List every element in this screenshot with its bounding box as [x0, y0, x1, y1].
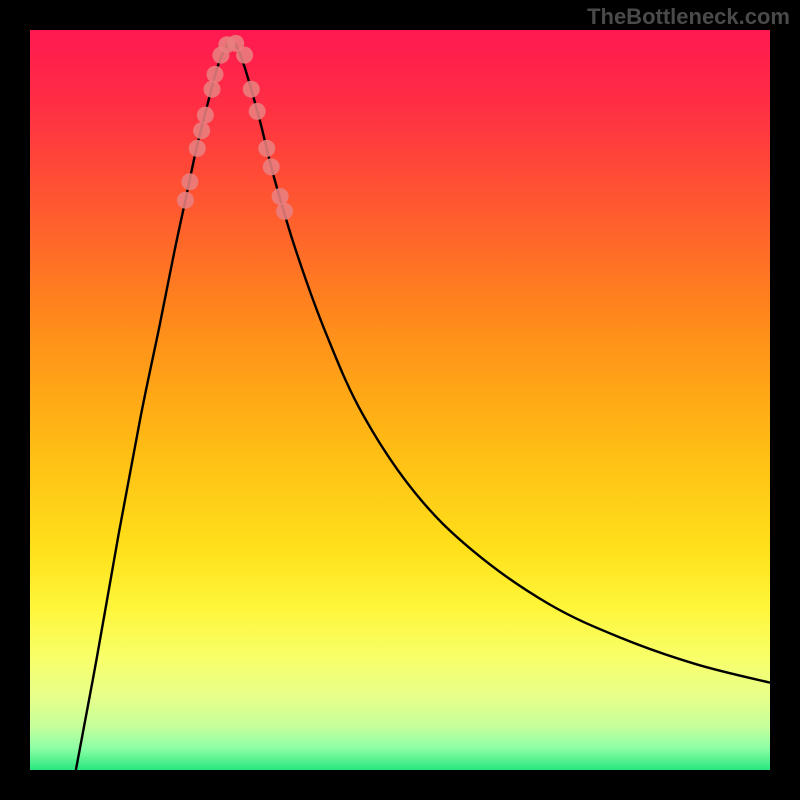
data-marker: [258, 140, 275, 157]
data-marker: [236, 47, 253, 64]
data-marker: [177, 192, 194, 209]
watermark-text: TheBottleneck.com: [587, 4, 790, 30]
marker-group: [177, 35, 293, 220]
curve-right-branch: [236, 43, 770, 682]
data-marker: [207, 66, 224, 83]
chart-container: TheBottleneck.com: [0, 0, 800, 800]
chart-svg: [30, 30, 770, 770]
curve-left-branch: [76, 43, 228, 770]
data-marker: [204, 81, 221, 98]
plot-area: [30, 30, 770, 770]
data-marker: [181, 173, 198, 190]
data-marker: [249, 103, 266, 120]
data-marker: [276, 203, 293, 220]
data-marker: [272, 188, 289, 205]
data-marker: [197, 107, 214, 124]
data-marker: [189, 140, 206, 157]
data-marker: [243, 81, 260, 98]
data-marker: [263, 158, 280, 175]
data-marker: [193, 122, 210, 139]
